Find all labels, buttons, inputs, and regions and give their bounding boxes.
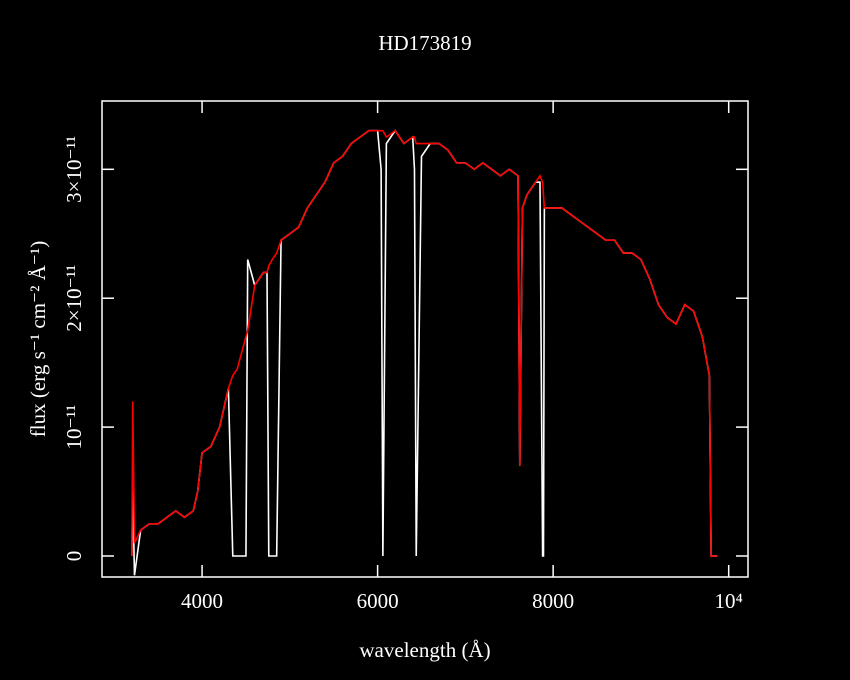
chart-title: HD173819: [378, 31, 471, 55]
x-tick-label: 8000: [532, 589, 574, 613]
y-tick-label: 10⁻¹¹: [62, 405, 86, 450]
x-axis-label: wavelength (Å): [359, 638, 490, 662]
x-tick-label: 4000: [181, 589, 223, 613]
y-tick-label: 0: [62, 551, 86, 562]
spectrum-line: [131, 129, 718, 557]
y-tick-label: 2×10⁻¹¹: [62, 265, 86, 332]
y-axis-label: flux (erg s⁻¹ cm⁻² Å⁻¹): [26, 241, 50, 437]
x-tick-label: 10⁴: [715, 589, 743, 613]
y-tick-label: 3×10⁻¹¹: [62, 136, 86, 203]
x-tick-label: 6000: [357, 589, 399, 613]
plot-frame: [101, 100, 749, 578]
